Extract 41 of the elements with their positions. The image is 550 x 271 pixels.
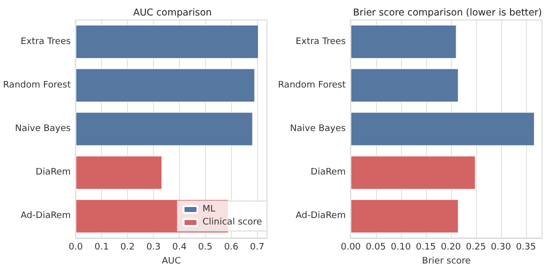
legend-label: ML <box>202 204 216 214</box>
x-tick-label: 0.30 <box>490 242 512 252</box>
y-tick-label: Naive Bayes <box>15 124 72 134</box>
y-tick-label: Naive Bayes <box>290 124 346 134</box>
x-tick-label: 0.1 <box>94 242 109 252</box>
bar <box>350 156 476 190</box>
bar <box>76 25 258 59</box>
x-tick-label: 0.10 <box>390 242 412 252</box>
x-tick-label: 0.5 <box>198 242 212 252</box>
x-tick-label: 0.25 <box>466 242 486 252</box>
x-tick-label: 0.05 <box>366 242 386 252</box>
x-tick-label: 0.00 <box>340 242 362 252</box>
x-tick-label: 0.15 <box>416 242 436 252</box>
y-tick-label: DiaRem <box>36 168 71 178</box>
x-tick-label: 0.6 <box>224 242 239 252</box>
y-tick-label: DiaRem <box>310 168 346 178</box>
chart-title: Brier score comparison (lower is better) <box>353 8 542 18</box>
x-tick-label: 0.4 <box>172 242 187 252</box>
x-axis-title: AUC <box>162 256 181 266</box>
bar <box>76 112 253 146</box>
y-tick-label: Ad-DiaRem <box>296 211 346 222</box>
bar <box>76 68 255 102</box>
x-tick-label: 0.35 <box>516 242 536 252</box>
bar <box>350 112 534 146</box>
x-tick-label: 0.20 <box>440 242 462 252</box>
bar <box>350 68 458 102</box>
x-axis-title: Brier score <box>422 256 472 266</box>
y-tick-label: Random Forest <box>2 80 72 90</box>
x-tick-label: 0.7 <box>250 242 264 252</box>
chart-title: AUC comparison <box>133 8 212 18</box>
x-tick-label: 0.2 <box>120 242 135 252</box>
y-tick-label: Extra Trees <box>20 36 72 47</box>
legend-label: Clinical score <box>202 218 262 228</box>
x-tick-label: 0.3 <box>146 242 161 252</box>
y-tick-label: Ad-DiaRem <box>20 211 71 222</box>
y-tick-label: Random Forest <box>278 80 346 90</box>
bar <box>350 199 458 233</box>
bar <box>76 156 162 190</box>
bar <box>350 25 456 59</box>
y-tick-label: Extra Trees <box>296 36 346 47</box>
x-tick-label: 0.0 <box>68 242 84 252</box>
